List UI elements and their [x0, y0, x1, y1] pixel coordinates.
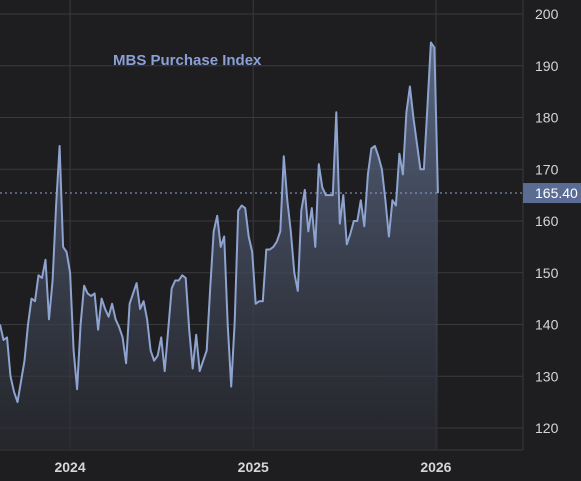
y-tick-label: 200 [535, 6, 559, 22]
y-tick-label: 180 [535, 110, 559, 126]
last-value-label: 165.40 [523, 183, 581, 204]
last-value-badge [523, 183, 581, 204]
x-tick-label: 2026 [420, 459, 451, 475]
y-axis: 120 130 140 150 160 170 180 190 200 [535, 6, 559, 436]
series-line [0, 41, 439, 404]
y-tick-label: 140 [535, 317, 559, 333]
y-tick-label: 120 [535, 420, 559, 436]
area-fill [0, 42, 438, 450]
last-value-text: 165.40 [535, 185, 578, 201]
y-tick-label: 170 [535, 161, 559, 177]
chart-title: MBS Purchase Index [113, 52, 262, 69]
y-tick-label: 190 [535, 58, 559, 74]
x-tick-label: 2024 [54, 459, 85, 475]
y-tick-label: 160 [535, 213, 559, 229]
y-tick-label: 150 [535, 265, 559, 281]
x-tick-label: 2025 [238, 459, 269, 475]
x-axis: 2024 2025 2026 [54, 459, 451, 475]
y-tick-label: 130 [535, 368, 559, 384]
